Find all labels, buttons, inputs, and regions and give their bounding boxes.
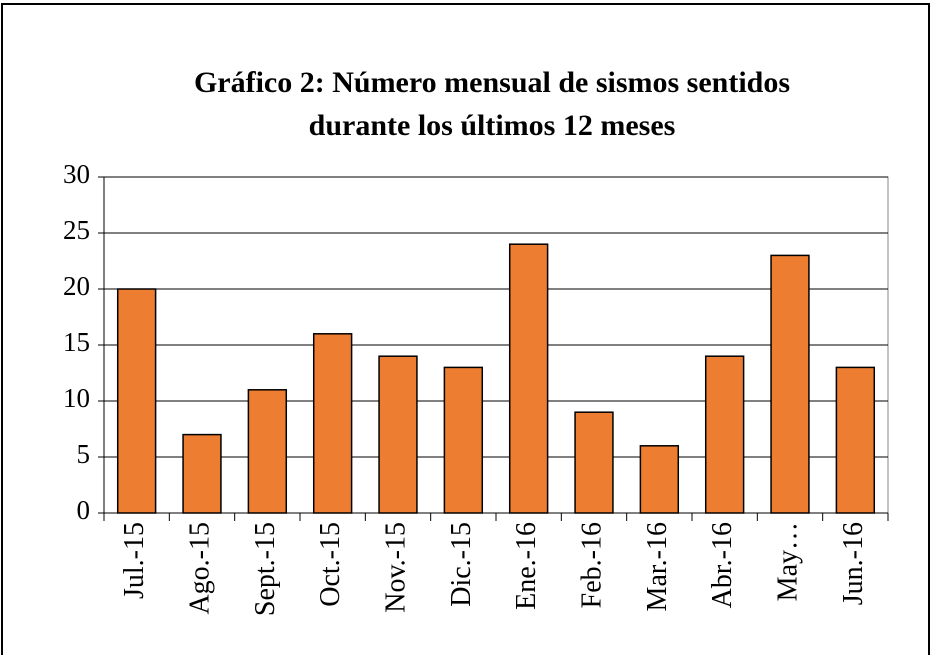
x-tick-label: Sept.-15 — [250, 522, 281, 616]
bar — [835, 366, 876, 514]
chart-title: Gráfico 2: Número mensual de sismos sent… — [194, 66, 790, 99]
x-tick-label: Ene.-16 — [511, 522, 542, 610]
x-tick-label: Jul.-15 — [119, 522, 150, 599]
x-tick-label: Jun.-16 — [838, 522, 869, 605]
bar — [770, 254, 810, 514]
chart-title: durante los últimos 12 meses — [309, 109, 676, 142]
bar — [378, 355, 418, 514]
x-tick-label: Nov.-15 — [380, 522, 411, 613]
bar — [704, 355, 745, 514]
x-tick-label: Feb.-16 — [576, 522, 607, 608]
y-tick-label: 30 — [63, 159, 90, 189]
x-tick-label: Abr.-16 — [707, 522, 738, 608]
bar — [639, 445, 680, 514]
bar — [182, 433, 222, 514]
bar — [312, 333, 353, 514]
bar — [247, 389, 288, 514]
y-tick-label: 5 — [77, 439, 91, 469]
y-tick-label: 10 — [63, 383, 90, 413]
y-tick-label: 15 — [63, 327, 90, 357]
x-tick-label: Oct.-15 — [315, 522, 346, 607]
x-tick-label: Ago.-15 — [184, 522, 215, 615]
bar — [574, 411, 614, 514]
bar — [116, 288, 157, 514]
y-tick-label: 25 — [63, 215, 90, 245]
y-tick-label: 0 — [77, 495, 91, 525]
x-tick-label: Mar.-16 — [642, 522, 673, 611]
x-tick-label: Dic.-15 — [446, 522, 477, 607]
y-tick-label: 20 — [63, 271, 90, 301]
bar — [508, 243, 549, 514]
bar — [443, 366, 484, 514]
frame — [1, 3, 930, 655]
x-tick-label: May… — [772, 522, 803, 601]
